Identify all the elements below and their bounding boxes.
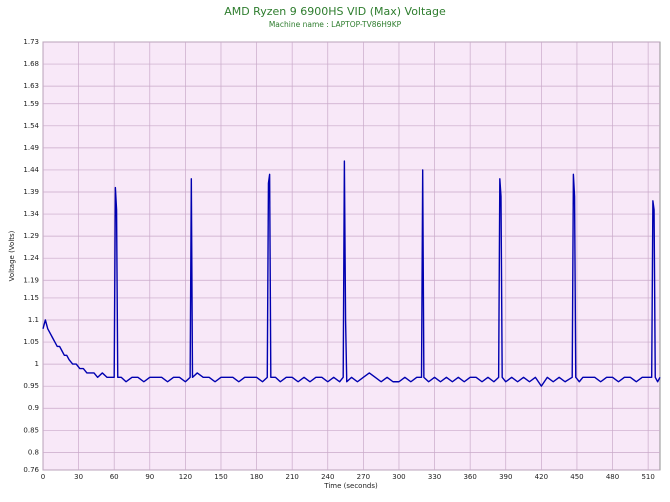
x-tick-label: 150	[214, 473, 227, 481]
chart-subtitle: Machine name : LAPTOP-TV86H9KP	[269, 20, 402, 29]
y-tick-label: 1.44	[23, 166, 39, 174]
x-tick-label: 120	[179, 473, 192, 481]
y-tick-label: 1	[35, 360, 39, 368]
y-tick-label: 1.73	[23, 38, 39, 46]
y-tick-label: 0.95	[23, 382, 39, 390]
y-tick-label: 1.34	[23, 210, 39, 218]
y-tick-label: 1.59	[23, 100, 39, 108]
y-tick-label: 1.68	[23, 60, 39, 68]
x-tick-label: 300	[392, 473, 405, 481]
chart-title: AMD Ryzen 9 6900HS VID (Max) Voltage	[224, 5, 446, 18]
y-axis-label: Voltage (Volts)	[8, 230, 16, 281]
y-tick-label: 1.29	[23, 232, 39, 240]
x-tick-label: 270	[357, 473, 370, 481]
x-tick-label: 390	[499, 473, 512, 481]
x-tick-label: 60	[110, 473, 119, 481]
y-tick-label: 0.85	[23, 426, 39, 434]
x-tick-label: 90	[145, 473, 154, 481]
x-tick-label: 450	[570, 473, 583, 481]
y-tick-label: 1.39	[23, 188, 39, 196]
y-tick-label: 1.15	[23, 294, 39, 302]
y-tick-label: 0.76	[23, 466, 39, 474]
x-tick-label: 510	[641, 473, 654, 481]
x-tick-label: 0	[41, 473, 45, 481]
y-tick-label: 1.1	[28, 316, 39, 324]
x-tick-label: 30	[74, 473, 83, 481]
y-tick-label: 1.49	[23, 144, 39, 152]
y-tick-label: 1.63	[23, 82, 39, 90]
plot-area	[42, 41, 661, 471]
x-tick-label: 360	[463, 473, 476, 481]
x-tick-label: 240	[321, 473, 334, 481]
x-axis-label: Time (seconds)	[323, 482, 378, 490]
y-tick-label: 1.54	[23, 122, 39, 130]
x-tick-label: 210	[285, 473, 298, 481]
y-tick-label: 0.9	[28, 404, 39, 412]
y-tick-label: 0.8	[28, 448, 39, 456]
x-tick-label: 330	[428, 473, 441, 481]
data-line	[42, 160, 661, 387]
x-tick-label: 180	[250, 473, 263, 481]
x-tick-label: 420	[535, 473, 548, 481]
y-tick-label: 1.19	[23, 276, 39, 284]
x-tick-label: 480	[606, 473, 619, 481]
y-tick-label: 1.24	[23, 254, 39, 262]
y-tick-label: 1.05	[23, 338, 39, 346]
